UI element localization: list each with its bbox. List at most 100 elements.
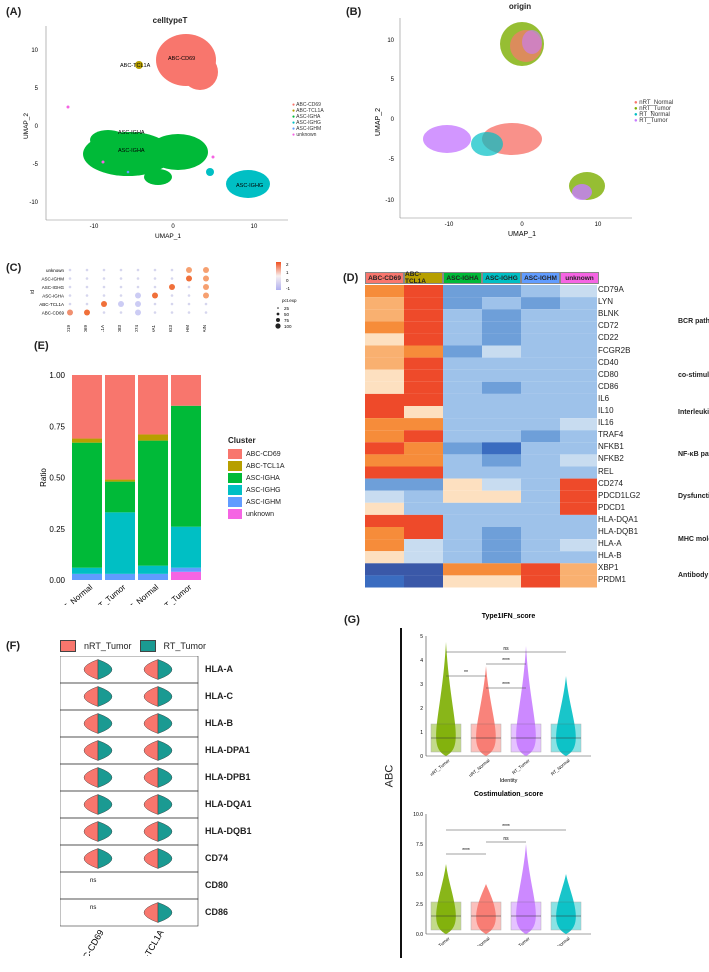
heatmap-cell — [521, 490, 560, 503]
g-ytick: 2 — [420, 706, 423, 712]
heatmap-gene-label: CD274 — [598, 478, 623, 488]
heatmap-cell — [404, 357, 443, 370]
svg-text:0: 0 — [35, 124, 39, 130]
dotplot-dot — [135, 309, 141, 316]
heatmap-cell — [560, 490, 597, 503]
panel-d-label: (D) — [343, 272, 359, 284]
heatmap-cell — [560, 514, 597, 527]
heatmap-cell — [482, 369, 521, 382]
heatmap-category-label: co-stimulating — [678, 372, 709, 380]
heatmap-cell — [404, 297, 443, 310]
g-sig-label: **** — [502, 682, 510, 688]
heatmap-gene-label: HLA-DQA1 — [598, 514, 639, 524]
size-legend-tick: 25 — [284, 306, 290, 311]
heatmap-cell — [443, 442, 482, 455]
heatmap-cell — [521, 466, 560, 479]
bar-segment-asc-ighg — [171, 526, 201, 568]
g-violin — [516, 844, 536, 934]
heatmap-cell — [365, 563, 404, 576]
dotplot-dot — [136, 268, 140, 272]
heatmap-cell — [521, 345, 560, 358]
heatmap-cell — [404, 502, 443, 515]
heatmap-gene-label: CD72 — [598, 321, 619, 331]
g-ytick: 10.0 — [413, 812, 423, 818]
svg-text:-10: -10 — [385, 198, 394, 204]
panel-b-xlabel: UMAP_1 — [508, 231, 536, 238]
heatmap-gene-label: TRAF4 — [598, 430, 624, 440]
dotplot-dot — [153, 302, 157, 306]
panel-c-label: (C) — [6, 262, 22, 274]
dotplot-dot — [135, 292, 141, 299]
g-group-label: nRT_Normal — [468, 936, 491, 946]
heatmap-cell — [365, 466, 404, 479]
heatmap-cell — [443, 309, 482, 322]
heatmap-cell — [443, 551, 482, 564]
heatmap-category-label: MHC molecule — [678, 535, 709, 543]
heatmap-cell — [365, 502, 404, 515]
heatmap-cell — [521, 551, 560, 564]
heatmap-cell — [482, 575, 521, 588]
heatmap-cell — [443, 514, 482, 527]
heatmap-gene-label: IL16 — [598, 418, 614, 428]
heatmap-cell — [560, 393, 597, 406]
heatmap-cell — [365, 381, 404, 394]
heatmap-cell — [521, 406, 560, 419]
violin-x-label: ABC-CD69 — [75, 928, 106, 956]
heatmap-cell — [482, 539, 521, 552]
dotplot-dot — [136, 277, 140, 280]
heatmap-cell — [443, 478, 482, 491]
heatmap-cell — [482, 406, 521, 419]
svg-text:5: 5 — [391, 77, 395, 83]
g-group-label: RT_Normal — [550, 936, 571, 946]
dotplot-dot — [119, 277, 123, 280]
bar-segment-asc-ighm — [105, 573, 135, 580]
panel-f-legend: nRT_Tumor RT_Tumor — [60, 640, 206, 652]
heatmap-cell — [404, 345, 443, 358]
panel-g-plots: Type1IFN_score 0 1 2 3 4 5 nRT_Tumor nRT_Normal R… — [413, 613, 591, 946]
dotplot-dot — [85, 277, 89, 280]
violin-nrt-tumor — [143, 848, 159, 869]
heatmap-cell — [482, 502, 521, 515]
heatmap-cell — [560, 297, 597, 310]
violin-rt-tumor — [157, 848, 173, 869]
heatmap-cell — [482, 333, 521, 346]
heatmap-cell — [521, 527, 560, 540]
dotplot-dot — [203, 284, 209, 290]
g-sig-label: **** — [462, 848, 470, 854]
violin-row-frame — [60, 709, 199, 738]
heatmap-category-label: Dysfunction — [678, 493, 709, 501]
heatmap-cell — [365, 321, 404, 334]
bar-category-label: RT_Tumor — [159, 582, 194, 605]
violin-row-frame — [60, 736, 199, 765]
size-legend-tick: 100 — [284, 324, 292, 329]
svg-text:-10: -10 — [29, 200, 38, 206]
colorbar-tick: 1 — [286, 270, 289, 275]
bar-segment-abc-tcl1a — [105, 479, 135, 482]
dotplot-dot — [118, 301, 124, 307]
heatmap-cell — [560, 406, 597, 419]
violin-nrt-tumor — [143, 659, 159, 680]
dotplot-dot — [170, 268, 174, 272]
violin-rt-tumor — [97, 659, 113, 680]
panel-b-label: (B) — [346, 6, 362, 18]
heatmap-cell — [482, 454, 521, 467]
panel-e-label: (E) — [34, 340, 49, 352]
heatmap-cell — [365, 369, 404, 382]
dotplot-dot — [153, 311, 157, 314]
cluster-label-asc-igha-2: ASC-IGHA — [118, 148, 145, 154]
heatmap-cell — [365, 430, 404, 443]
heatmap-header: ASC-IGHM — [521, 272, 560, 284]
dotplot-dot — [153, 268, 157, 272]
panel-a-legend: ● ABC-CD69 ● ABC-TCL1A ● ASC-IGHA ● ASC-… — [292, 102, 324, 138]
dotplot-dot — [203, 267, 209, 273]
heatmap-gene-label: CD79A — [598, 285, 624, 294]
heatmap-cell — [560, 381, 597, 394]
heatmap-gene-label: HLA-B — [598, 551, 622, 561]
dotplot-dot — [170, 302, 174, 306]
heatmap-cell — [560, 345, 597, 358]
heatmap-cell — [482, 478, 521, 491]
heatmap-gene-label: IL10 — [598, 406, 614, 415]
dotplot-dot — [204, 302, 208, 306]
cluster-asc-ighg — [226, 170, 270, 198]
bar-segment-asc-igha — [105, 481, 135, 513]
